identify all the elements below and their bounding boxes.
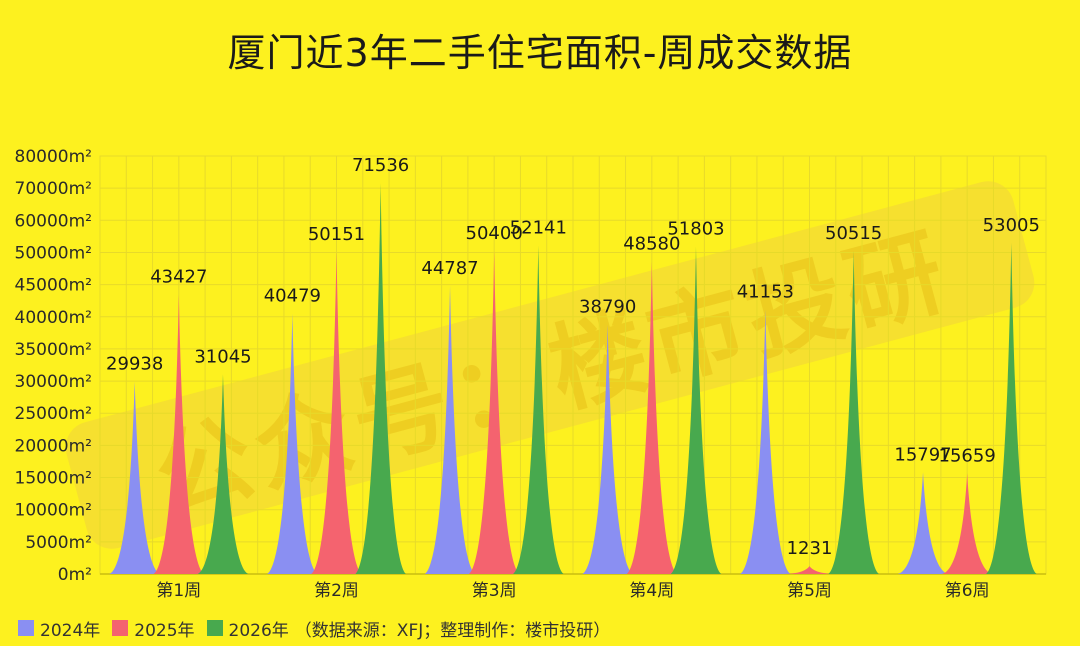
legend-item-2024[interactable]: 2024年 <box>18 616 100 641</box>
spike-2025年-第2周 <box>311 251 362 574</box>
spike-2026年-第4周 <box>670 246 722 575</box>
legend-item-2026[interactable]: 2026年 （数据来源：XFJ；整理制作：楼市投研） <box>206 616 611 641</box>
y-tick-label: 45000m² <box>15 276 92 296</box>
data-label-2024年-第1周: 29938 <box>106 353 163 374</box>
y-tick-label: 35000m² <box>15 340 92 360</box>
data-label-2026年-第1周: 31045 <box>194 346 251 367</box>
spike-2024年-第5周 <box>740 309 791 574</box>
y-tick-label: 70000m² <box>15 179 92 199</box>
data-label-2026年-第5周: 50515 <box>825 223 882 244</box>
y-axis-ticks: 0m² 5000m² 10000m² 15000m² 20000m² 25000m² 300… <box>15 147 92 585</box>
spike-2025年-第6周 <box>941 473 993 574</box>
y-tick-label: 10000m² <box>15 501 92 521</box>
data-label-2026年-第6周: 53005 <box>983 215 1040 236</box>
spike-2025年-第3周 <box>468 251 520 574</box>
spike-2025年-第5周 <box>784 566 835 574</box>
y-tick-label: 30000m² <box>15 372 92 392</box>
data-label-2024年-第3周: 44787 <box>421 258 478 279</box>
grid <box>99 155 1047 575</box>
spike-2025年-第4周 <box>626 261 678 574</box>
legend-label-2026: 2026年 <box>228 620 289 641</box>
legend-swatch-2024 <box>18 620 34 636</box>
data-labels: 29938 43427 31045 40479 50151 71536 44787 50400… <box>106 155 1040 559</box>
y-tick-label: 40000m² <box>15 308 92 328</box>
spike-2026年-第6周 <box>986 242 1037 574</box>
legend-label-2024: 2024年 <box>40 620 101 641</box>
data-label-2025年-第2周: 50151 <box>308 224 365 245</box>
x-axis-ticks: 第1周 第2周 第3周 第4周 第5周 第6周 <box>156 581 989 601</box>
x-tick-label: 第1周 <box>156 581 201 601</box>
y-tick-label: 5000m² <box>25 533 92 553</box>
y-tick-label: 50000m² <box>15 243 92 263</box>
x-tick-label: 第3周 <box>472 581 517 601</box>
data-label-2025年-第1周: 43427 <box>150 267 207 288</box>
x-tick-label: 第2周 <box>314 581 359 601</box>
series-marks <box>109 183 1037 575</box>
spike-2026年-第5周 <box>828 250 879 575</box>
y-tick-label: 15000m² <box>15 469 92 489</box>
spike-2024年-第6周 <box>897 472 949 574</box>
legend: 2024年 2025年 2026年 （数据来源：XFJ；整理制作：楼市投研） <box>18 616 622 641</box>
spike-2024年-第3周 <box>424 285 476 574</box>
legend-swatch-2026 <box>206 620 223 636</box>
spike-2024年-第4周 <box>582 324 633 574</box>
data-source-note: （数据来源：XFJ；整理制作：楼市投研） <box>294 620 611 641</box>
y-tick-label: 20000m² <box>15 436 92 456</box>
data-label-2024年-第5周: 41153 <box>737 281 794 302</box>
x-tick-label: 第6周 <box>945 581 990 601</box>
y-tick-label: 0m² <box>58 565 92 585</box>
y-tick-label: 80000m² <box>15 147 92 167</box>
data-label-2024年-第4周: 38790 <box>579 297 636 318</box>
legend-item-2025[interactable]: 2025年 <box>112 616 195 641</box>
data-label-2024年-第2周: 40479 <box>264 286 321 307</box>
x-tick-label: 第4周 <box>629 581 674 601</box>
spike-2025年-第1周 <box>153 294 205 574</box>
chart-title: 厦门近3年二手住宅面积-周成交数据 <box>227 31 853 75</box>
data-label-2026年-第2周: 71536 <box>352 155 409 176</box>
data-label-2026年-第4周: 51803 <box>667 219 724 240</box>
data-label-2026年-第3周: 52141 <box>510 218 567 239</box>
spike-2026年-第1周 <box>197 374 249 574</box>
data-label-2025年-第6周: 15659 <box>939 445 996 466</box>
spike-2024年-第1周 <box>109 381 160 574</box>
legend-label-2025: 2025年 <box>134 620 195 641</box>
data-label-2025年-第3周: 50400 <box>466 223 523 244</box>
legend-swatch-2025 <box>112 620 129 636</box>
x-tick-label: 第5周 <box>787 581 832 601</box>
data-label-2025年-第4周: 48580 <box>623 234 680 255</box>
spike-2024年-第2周 <box>267 313 318 574</box>
spike-2026年-第2周 <box>355 183 406 574</box>
data-label-2025年-第5周: 1231 <box>787 538 833 559</box>
y-tick-label: 25000m² <box>15 404 92 424</box>
y-tick-label: 60000m² <box>15 211 92 231</box>
spike-2026年-第3周 <box>513 245 564 574</box>
data-label-2024年-第6周: 15797 <box>894 444 951 465</box>
